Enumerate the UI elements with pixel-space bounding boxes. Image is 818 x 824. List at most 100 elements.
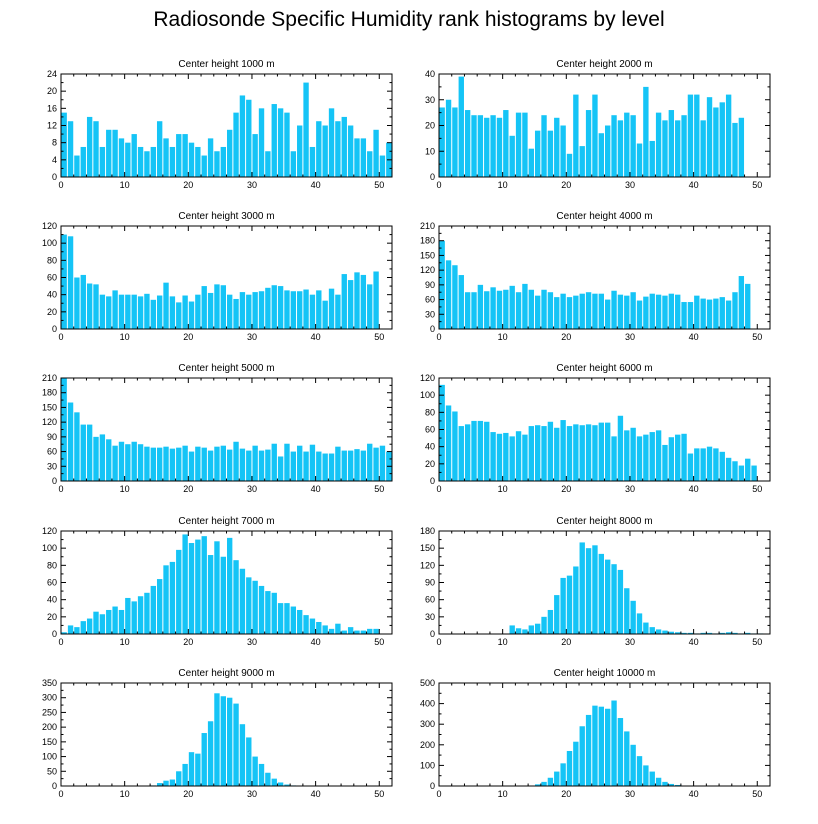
- bar: [643, 86, 649, 178]
- bar: [80, 146, 86, 177]
- bar: [99, 294, 106, 329]
- x-tick-label: 40: [311, 180, 321, 190]
- bar: [309, 294, 316, 329]
- bar: [188, 142, 195, 177]
- bar: [354, 138, 360, 178]
- bar: [477, 420, 484, 481]
- bar: [341, 274, 347, 329]
- bar: [303, 615, 309, 634]
- bar: [738, 465, 745, 481]
- bar: [719, 102, 725, 177]
- bar: [118, 138, 125, 178]
- bar: [636, 300, 643, 329]
- bar: [354, 449, 360, 481]
- bar: [150, 447, 156, 481]
- bar: [541, 616, 547, 634]
- y-tick-label: 150: [420, 250, 435, 260]
- bar: [528, 426, 534, 481]
- bar: [745, 458, 751, 481]
- bar: [694, 295, 700, 329]
- bar: [144, 151, 150, 177]
- y-tick-label: 0: [430, 629, 435, 639]
- bar: [636, 436, 643, 481]
- bar: [150, 146, 156, 177]
- bar: [649, 771, 655, 786]
- bar: [150, 585, 156, 634]
- bar: [534, 425, 541, 481]
- bar: [258, 291, 265, 329]
- bar: [611, 700, 617, 786]
- y-tick-label: 60: [425, 425, 435, 435]
- bar: [643, 296, 649, 329]
- bar: [668, 110, 675, 177]
- x-tick-label: 40: [689, 484, 699, 494]
- bar: [144, 592, 150, 634]
- bar: [534, 623, 541, 634]
- y-tick-label: 16: [47, 103, 57, 113]
- bar: [106, 439, 112, 481]
- bar: [585, 110, 592, 177]
- bar: [445, 405, 452, 481]
- chart-title: Center height 3000 m: [178, 211, 274, 222]
- bar: [373, 447, 379, 481]
- bar: [668, 293, 675, 329]
- bar: [322, 300, 328, 329]
- chart-panel-3: Center height 3000 m 0 10 20 30 40 50 0 20 40 60 80…: [42, 211, 393, 342]
- bar: [277, 603, 284, 634]
- bar: [662, 295, 668, 329]
- y-tick-label: 20: [47, 612, 57, 622]
- bar: [643, 622, 649, 634]
- bar: [579, 425, 585, 481]
- x-tick-label: 10: [498, 180, 508, 190]
- chart-panel-6: Center height 6000 m 0 10 20 30 40 50 0 20 40 60 80…: [420, 363, 771, 494]
- bar: [86, 283, 93, 329]
- bar: [713, 448, 719, 481]
- bar: [271, 285, 277, 329]
- bar: [643, 765, 649, 786]
- bar: [585, 714, 592, 786]
- x-tick-label: 0: [58, 789, 63, 799]
- y-tick-label: 0: [430, 781, 435, 791]
- bar: [360, 274, 367, 329]
- bar: [630, 600, 636, 634]
- y-tick-label: 4: [52, 155, 57, 165]
- bar: [725, 94, 732, 177]
- bar: [322, 453, 328, 481]
- bar: [163, 565, 169, 634]
- y-tick-label: 200: [42, 722, 57, 732]
- y-tick-label: 24: [47, 69, 57, 79]
- bar: [207, 721, 214, 786]
- bar: [290, 451, 297, 481]
- bar: [367, 628, 373, 634]
- bar: [74, 277, 80, 329]
- bar: [80, 274, 86, 329]
- chart-panel-9: Center height 9000 m 0 10 20 30 40 50 0 50 100 150…: [42, 668, 393, 799]
- x-tick-label: 20: [561, 789, 571, 799]
- y-tick-label: 40: [425, 69, 435, 79]
- x-tick-label: 10: [120, 180, 130, 190]
- x-tick-label: 10: [498, 484, 508, 494]
- bar: [290, 606, 297, 634]
- y-tick-label: 400: [420, 699, 435, 709]
- bar: [630, 292, 636, 329]
- bar: [624, 731, 630, 786]
- bar: [725, 300, 732, 329]
- y-tick-label: 150: [420, 543, 435, 553]
- bar: [515, 112, 522, 178]
- bar: [471, 420, 477, 481]
- bar: [265, 591, 271, 634]
- bar: [131, 601, 137, 634]
- y-tick-label: 80: [47, 560, 57, 570]
- plot-frame: [438, 530, 771, 635]
- bar: [655, 777, 662, 786]
- bar: [137, 296, 144, 329]
- bar: [246, 737, 252, 786]
- bar: [150, 299, 156, 329]
- bar: [271, 443, 277, 481]
- x-tick-label: 10: [120, 484, 130, 494]
- bar: [611, 436, 617, 481]
- bar: [719, 632, 725, 634]
- y-tick-label: 0: [52, 629, 57, 639]
- y-tick-label: 90: [47, 432, 57, 442]
